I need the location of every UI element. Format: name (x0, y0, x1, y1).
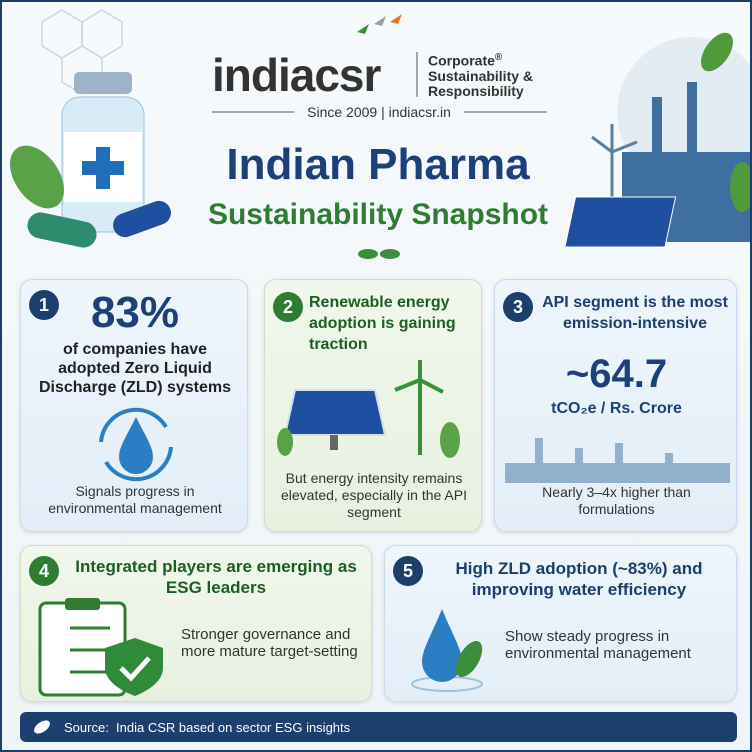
card-note: But energy intensity remains elevated, e… (280, 470, 467, 520)
source: Source: India CSR based on sector ESG in… (64, 720, 351, 735)
leaf-icon (34, 720, 50, 734)
water-cycle-icon (99, 407, 173, 482)
factory-icon (564, 32, 750, 248)
card-title: API segment is the most emission-intensi… (542, 294, 728, 332)
card-number: 2 (273, 292, 303, 322)
card-title: High ZLD adoption (~83%) and improving w… (455, 559, 703, 599)
card: 4 Integrated players are emerging as ESG… (20, 545, 372, 702)
card-number: 1 (29, 290, 59, 320)
card-note: Nearly 3–4x higher than formulations (542, 484, 691, 517)
registered-mark: ® (494, 52, 503, 63)
footer: Source: India CSR based on sector ESG in… (20, 712, 737, 742)
renewables-icon (277, 360, 460, 458)
card-number: 5 (393, 556, 423, 586)
industry-skyline (505, 438, 730, 483)
tagline-text: Responsibility (428, 82, 524, 99)
clipboard-icon (38, 598, 163, 697)
card-text: of companies have adopted Zero Liquid Di… (38, 341, 232, 396)
leaf-icon (358, 249, 400, 259)
card-number: 3 (503, 292, 533, 322)
card: 2 Renewable energy adoption is gaining t… (264, 279, 482, 532)
logo: indiacsr (212, 49, 381, 101)
tagline-line: Corporate® (428, 50, 533, 69)
card-number: 4 (29, 556, 59, 586)
stat: 83% (90, 288, 180, 337)
tagline-text: Sustainability & (428, 67, 534, 84)
card: 5 High ZLD adoption (~83%) and improving… (384, 545, 737, 702)
card-note: Stronger governance and more mature targ… (181, 626, 358, 660)
card: 3 API segment is the most emission-inten… (494, 279, 737, 532)
subtitle: Sustainability Snapshot (207, 198, 549, 231)
title: Indian Pharma (226, 140, 530, 189)
card-note: Show steady progress in environmental ma… (505, 628, 691, 662)
card-title: Renewable energy adoption is gaining tra… (309, 294, 456, 353)
stat: ~64.7 (565, 352, 668, 396)
since: Since 2009 | indiacsr.in (307, 104, 451, 120)
card-title: Integrated players are emerging as ESG l… (75, 557, 357, 597)
header-art (10, 9, 750, 259)
vial-icon (10, 72, 171, 248)
card-note: Signals progress in environmental manage… (48, 483, 222, 516)
tagline-text: Corporate (428, 52, 495, 69)
droplet-icon (411, 609, 483, 692)
stat-unit: tCO₂e / Rs. Crore (551, 400, 682, 417)
logo-tagline: Corporate® Sustainability & Responsibili… (428, 50, 533, 99)
logo-birds (357, 14, 402, 34)
card: 1 83% of companies have adopted Zero Liq… (20, 279, 248, 532)
